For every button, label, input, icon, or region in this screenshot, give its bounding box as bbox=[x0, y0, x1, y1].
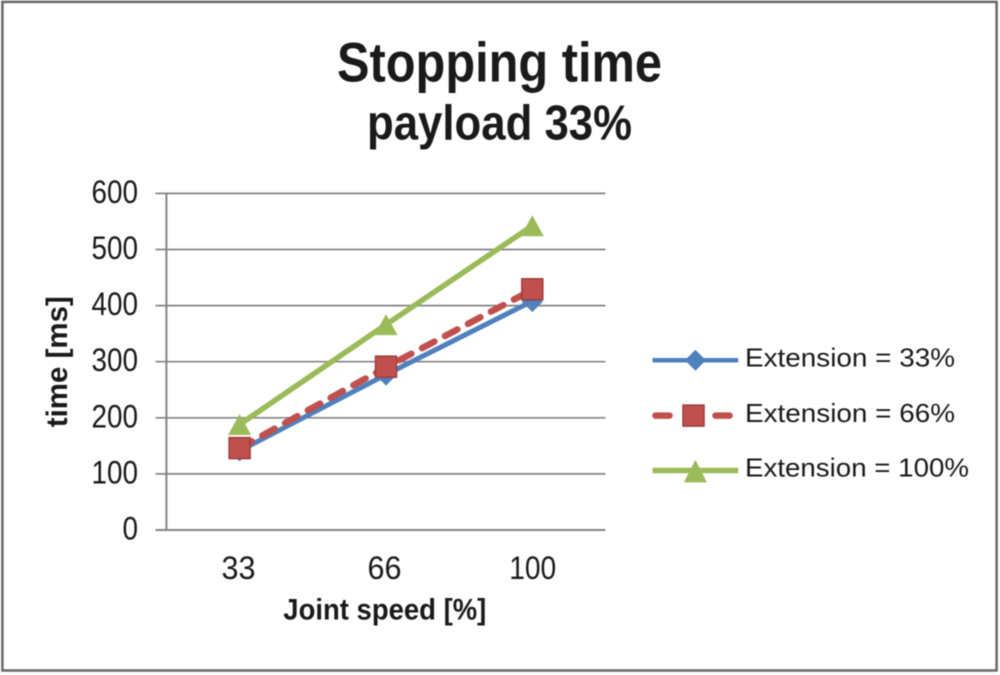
svg-text:33: 33 bbox=[222, 550, 256, 586]
svg-text:Extension = 66%: Extension = 66% bbox=[745, 398, 955, 428]
svg-text:100: 100 bbox=[509, 550, 556, 586]
svg-text:Extension = 100%: Extension = 100% bbox=[745, 452, 969, 482]
svg-text:100: 100 bbox=[92, 454, 139, 490]
svg-text:600: 600 bbox=[92, 174, 139, 210]
svg-text:payload 33%: payload 33% bbox=[367, 97, 632, 151]
svg-text:500: 500 bbox=[92, 230, 139, 266]
svg-text:Extension = 33%: Extension = 33% bbox=[745, 343, 955, 373]
svg-text:time [ms]: time [ms] bbox=[41, 296, 74, 427]
svg-text:0: 0 bbox=[123, 511, 139, 547]
svg-text:200: 200 bbox=[92, 398, 139, 434]
svg-text:300: 300 bbox=[92, 342, 139, 378]
svg-text:66: 66 bbox=[368, 550, 402, 586]
svg-text:400: 400 bbox=[92, 286, 139, 322]
svg-text:Stopping time: Stopping time bbox=[337, 31, 662, 94]
svg-text:Joint speed [%]: Joint speed [%] bbox=[283, 593, 486, 626]
